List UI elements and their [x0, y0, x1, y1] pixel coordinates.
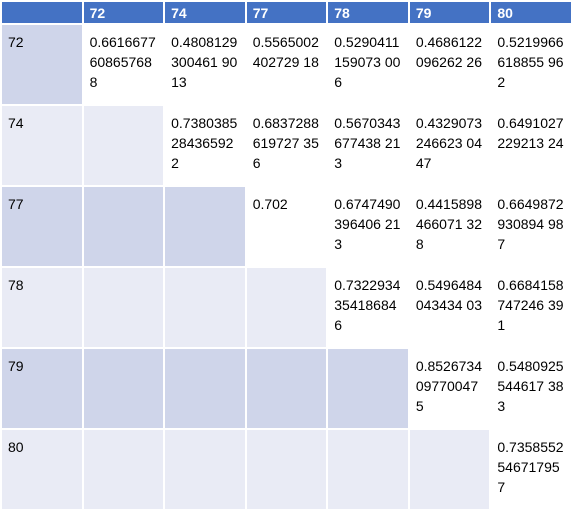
table-cell-empty — [81, 347, 166, 430]
table-cell-diagonal: 0.7358552546717957 — [489, 428, 571, 511]
table-cell-diagonal: 0.6616677608657688 — [81, 23, 166, 106]
table-cell: 0.6649872930894 987 — [489, 185, 571, 268]
table-row: 78 0.7322934354186846 0.5496484043434 03… — [0, 266, 571, 349]
table-cell-empty — [326, 428, 410, 511]
table-cell-empty — [163, 428, 247, 511]
corner-header-cell — [0, 0, 84, 25]
column-header: 77 — [244, 0, 329, 25]
table-cell-diagonal: 0.8526734097700475 — [407, 347, 492, 430]
row-header: 78 — [0, 266, 84, 349]
table-cell-diagonal: 0.702 — [244, 185, 329, 268]
table-cell: 0.4808129300461 9013 — [163, 23, 247, 106]
table-row: 72 0.6616677608657688 0.4808129300461 90… — [0, 23, 571, 106]
table-row: 79 0.8526734097700475 0.5480925544617 38… — [0, 347, 571, 430]
table-cell: 0.6491027229213 24 — [489, 104, 571, 187]
row-header: 79 — [0, 347, 84, 430]
table-cell-empty — [244, 347, 329, 430]
row-header: 72 — [0, 23, 84, 106]
column-header: 80 — [489, 0, 571, 25]
row-header: 77 — [0, 185, 84, 268]
row-header: 74 — [0, 104, 84, 187]
table-cell-empty — [326, 347, 410, 430]
table-cell: 0.4686122096262 26 — [407, 23, 492, 106]
table-cell: 0.5290411159073 006 — [326, 23, 410, 106]
table-cell: 0.6684158747246 391 — [489, 266, 571, 349]
table-cell: 0.5496484043434 03 — [407, 266, 492, 349]
column-header: 72 — [81, 0, 166, 25]
table-cell: 0.5565002402729 18 — [244, 23, 329, 106]
table-cell-empty — [244, 428, 329, 511]
table-cell: 0.6837288619727 356 — [244, 104, 329, 187]
table-cell: 0.5670343677438 213 — [326, 104, 410, 187]
table-cell: 0.5219966618855 962 — [489, 23, 571, 106]
row-header: 80 — [0, 428, 84, 511]
table-cell: 0.4329073246623 0447 — [407, 104, 492, 187]
header-row: 72 74 77 78 79 80 — [0, 0, 571, 25]
table-cell-empty — [244, 266, 329, 349]
table-cell-diagonal: 0.7322934354186846 — [326, 266, 410, 349]
table-cell: 0.5480925544617 383 — [489, 347, 571, 430]
table-cell-empty — [163, 185, 247, 268]
table-row: 77 0.702 0.6747490396406 213 0.441589846… — [0, 185, 571, 268]
table-cell-empty — [81, 266, 166, 349]
table-cell: 0.4415898466071 328 — [407, 185, 492, 268]
column-header: 74 — [163, 0, 247, 25]
table-row: 80 0.7358552546717957 — [0, 428, 571, 511]
table-cell-diagonal: 0.7380385284365922 — [163, 104, 247, 187]
column-header: 79 — [407, 0, 492, 25]
table-cell-empty — [163, 347, 247, 430]
table-cell-empty — [81, 104, 166, 187]
column-header: 78 — [326, 0, 410, 25]
table-cell-empty — [407, 428, 492, 511]
table-row: 74 0.7380385284365922 0.6837288619727 35… — [0, 104, 571, 187]
table-cell-empty — [163, 266, 247, 349]
table-cell-empty — [81, 185, 166, 268]
table-cell: 0.6747490396406 213 — [326, 185, 410, 268]
table-cell-empty — [81, 428, 166, 511]
